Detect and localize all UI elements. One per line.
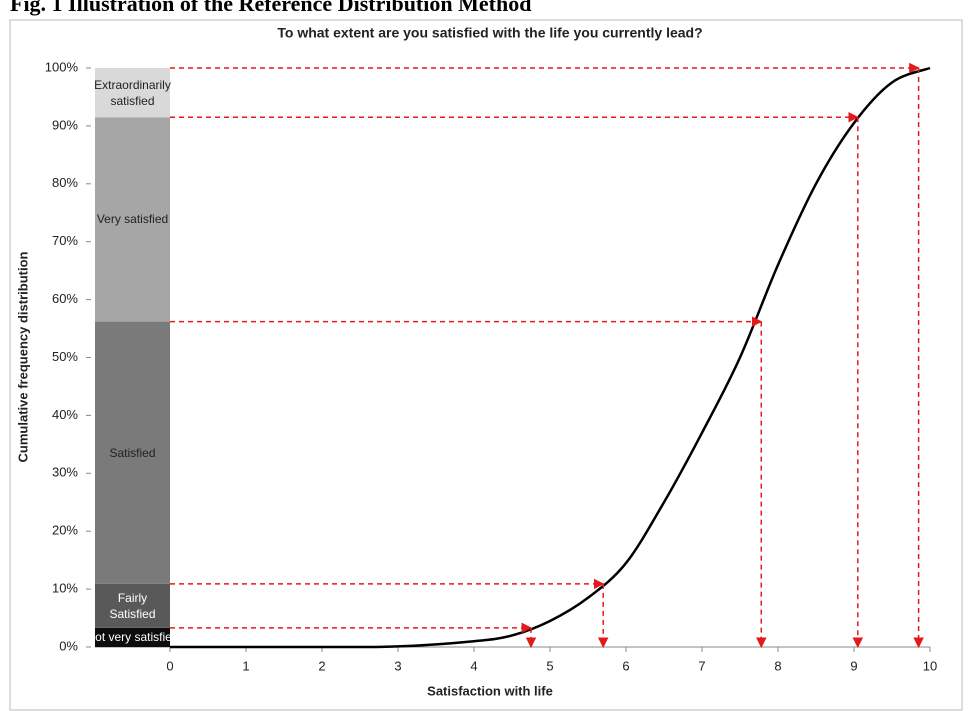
band-label: Very satisfied bbox=[96, 212, 169, 227]
y-tick-label: 50% bbox=[52, 349, 78, 364]
band-label: Extraordinarily satisfied bbox=[94, 77, 171, 108]
y-tick-label: 60% bbox=[52, 291, 78, 306]
band-segment bbox=[95, 68, 170, 118]
x-axis-label: Satisfaction with life bbox=[427, 683, 553, 698]
chart-title: To what extent are you satisfied with th… bbox=[277, 25, 702, 41]
y-tick-label: 10% bbox=[52, 581, 78, 596]
x-tick-label: 6 bbox=[622, 658, 629, 673]
x-tick-label: 4 bbox=[470, 658, 477, 673]
x-tick-label: 2 bbox=[318, 658, 325, 673]
band-segment bbox=[95, 117, 170, 322]
x-tick-label: 9 bbox=[850, 658, 857, 673]
x-tick-label: 3 bbox=[394, 658, 401, 673]
x-tick-label: 10 bbox=[923, 658, 937, 673]
band-label: Fairly Satisfied bbox=[109, 590, 156, 621]
y-tick-label: 30% bbox=[52, 465, 78, 480]
x-tick-label: 8 bbox=[774, 658, 781, 673]
y-axis-label: Cumulative frequency distribution bbox=[15, 251, 30, 462]
band-segment bbox=[95, 627, 170, 647]
y-tick-label: 80% bbox=[52, 175, 78, 190]
y-tick-label: 20% bbox=[52, 523, 78, 538]
band-segment bbox=[95, 321, 170, 584]
y-tick-label: 90% bbox=[52, 117, 78, 132]
x-tick-label: 0 bbox=[166, 658, 173, 673]
x-tick-label: 7 bbox=[698, 658, 705, 673]
band-label: Satisfied bbox=[109, 445, 156, 460]
cumulative-curve bbox=[170, 66, 931, 649]
y-tick-label: 0% bbox=[59, 638, 78, 653]
y-tick-label: 70% bbox=[52, 233, 78, 248]
y-tick-label: 100% bbox=[45, 59, 79, 74]
x-tick-label: 5 bbox=[546, 658, 553, 673]
y-tick-label: 40% bbox=[52, 407, 78, 422]
figure-title: Fig. 1 Illustration of the Reference Dis… bbox=[10, 0, 531, 16]
band-segment bbox=[95, 583, 170, 628]
x-tick-label: 1 bbox=[242, 658, 249, 673]
band-label: Not very satisfied bbox=[86, 630, 179, 645]
